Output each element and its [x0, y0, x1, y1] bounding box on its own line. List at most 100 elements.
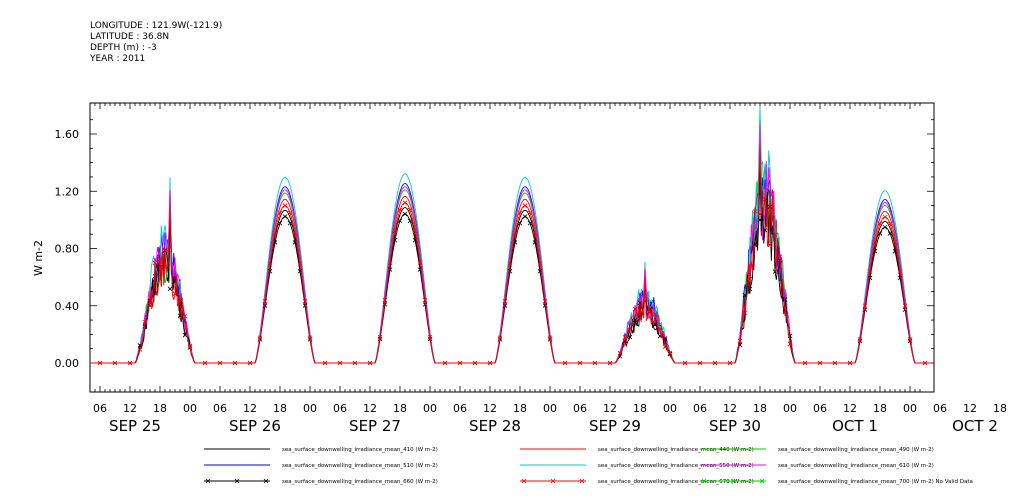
series-marker	[787, 333, 793, 339]
series-marker	[152, 273, 158, 279]
series-marker	[562, 360, 568, 366]
legend-marker	[579, 478, 585, 484]
legend-entry: sea_surface_downwelling_irradiance_mean_…	[778, 447, 934, 453]
y-tick-label: 0.80	[55, 243, 80, 256]
series-marker	[377, 334, 383, 340]
series-marker	[527, 210, 533, 216]
legend-marker	[521, 478, 527, 484]
series-marker	[307, 335, 313, 340]
series-marker	[152, 260, 158, 266]
legend-entry: sea_surface_downwelling_irradiance_mean_…	[282, 479, 438, 485]
series-marker	[882, 224, 888, 230]
series-marker	[512, 231, 518, 236]
series-marker	[302, 303, 308, 308]
series-marker	[397, 207, 403, 213]
x-hour-tick-label: 00	[783, 402, 797, 415]
x-hour-tick-label: 12	[123, 402, 137, 415]
series-marker	[247, 360, 253, 366]
x-hour-tick-label: 06	[573, 402, 587, 415]
legend-marker	[730, 478, 736, 484]
series-marker	[747, 276, 753, 282]
y-axis-label: W m-2	[32, 240, 45, 276]
series-marker	[127, 360, 133, 366]
legend-entry: sea_surface_downwelling_irradiance_mean_…	[598, 479, 754, 485]
series-marker	[217, 360, 223, 366]
series-lines	[90, 106, 932, 366]
series-marker	[747, 286, 753, 292]
x-day-label: OCT 2	[952, 417, 998, 435]
series-marker	[322, 360, 328, 366]
series-marker	[532, 231, 538, 236]
series-marker	[892, 240, 898, 246]
legend-entry: sea_surface_downwelling_irradiance_mean_…	[282, 447, 438, 453]
series-marker	[422, 297, 428, 303]
series-marker	[507, 262, 513, 267]
x-day-label: SEP 29	[589, 417, 641, 435]
chart-legend: sea_surface_downwelling_irradiance_mean_…	[204, 447, 973, 485]
y-tick-label: 0.40	[55, 300, 80, 313]
series-marker	[547, 335, 553, 340]
series-marker	[407, 218, 413, 224]
x-hour-tick-label: 00	[423, 402, 437, 415]
legend-entry: sea_surface_downwelling_irradiance_mean_…	[598, 463, 754, 469]
series-marker	[277, 220, 283, 226]
series-marker	[487, 360, 493, 366]
x-hour-tick-label: 12	[963, 402, 977, 415]
series-marker	[232, 360, 238, 366]
series-marker	[287, 210, 293, 216]
x-hour-tick-label: 18	[873, 402, 887, 415]
series-marker	[632, 306, 638, 312]
series-marker	[767, 242, 773, 248]
plot-axes	[89, 102, 935, 393]
series-marker	[872, 240, 878, 246]
legend-marker	[701, 478, 707, 484]
depth-label: DEPTH (m) : -3	[90, 43, 157, 53]
series-line	[90, 106, 932, 364]
series-marker	[867, 269, 873, 274]
series-marker	[642, 297, 648, 303]
series-marker	[472, 360, 478, 366]
series-marker	[412, 228, 418, 234]
x-hour-tick-label: 00	[543, 402, 557, 415]
y-tick-label: 1.20	[55, 185, 80, 198]
series-marker	[517, 210, 523, 216]
x-hour-tick-label: 12	[243, 402, 257, 415]
series-marker	[137, 347, 143, 352]
series-marker	[202, 360, 208, 366]
series-marker	[427, 334, 433, 340]
series-marker	[542, 303, 548, 308]
x-hour-tick-label: 06	[93, 402, 107, 415]
series-marker	[712, 360, 718, 366]
series-marker	[502, 303, 508, 308]
latitude-label: LATITUDE : 36.8N	[90, 32, 170, 42]
series-marker	[577, 360, 583, 366]
year-label: YEAR : 2011	[90, 54, 146, 64]
series-marker	[777, 254, 783, 259]
series-marker	[162, 247, 168, 252]
x-day-label: OCT 1	[832, 417, 878, 435]
series-marker	[257, 335, 263, 340]
legend-marker	[205, 478, 211, 484]
x-hour-tick-label: 18	[993, 402, 1007, 415]
x-day-label: SEP 30	[709, 417, 761, 435]
series-marker	[267, 262, 273, 267]
series-marker	[167, 245, 173, 250]
series-marker	[772, 232, 778, 238]
series-marker	[297, 262, 303, 267]
series-marker	[417, 260, 423, 265]
legend-marker	[234, 478, 240, 484]
series-marker	[662, 344, 668, 350]
x-hour-tick-label: 12	[363, 402, 377, 415]
series-marker	[182, 314, 188, 319]
x-hour-tick-label: 12	[723, 402, 737, 415]
series-marker	[97, 360, 103, 366]
x-hour-tick-label: 00	[903, 402, 917, 415]
dataset-header: LONGITUDE : 121.9W(-121.9) LATITUDE : 36…	[90, 21, 222, 65]
series-marker	[782, 305, 788, 311]
x-day-label: SEP 25	[109, 417, 161, 435]
series-marker	[902, 303, 908, 309]
series-marker	[177, 296, 183, 302]
x-hour-tick-label: 12	[483, 402, 497, 415]
axis-ticks: 06 12 18 00 06 12 18 00 06 12 18 00 06 12 18 00 06 12 18 00…	[55, 103, 1007, 435]
